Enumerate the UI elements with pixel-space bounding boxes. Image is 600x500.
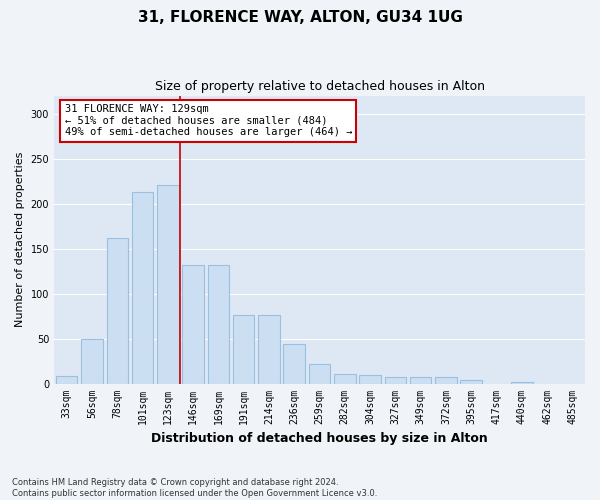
Bar <box>81 340 103 384</box>
Bar <box>107 238 128 384</box>
Bar <box>334 374 356 384</box>
Bar <box>511 382 533 384</box>
Bar <box>157 184 179 384</box>
Text: Contains HM Land Registry data © Crown copyright and database right 2024.
Contai: Contains HM Land Registry data © Crown c… <box>12 478 377 498</box>
Bar <box>132 192 153 384</box>
Text: 31 FLORENCE WAY: 129sqm
← 51% of detached houses are smaller (484)
49% of semi-d: 31 FLORENCE WAY: 129sqm ← 51% of detache… <box>65 104 352 138</box>
Bar <box>410 378 431 384</box>
Bar <box>233 315 254 384</box>
Y-axis label: Number of detached properties: Number of detached properties <box>15 152 25 327</box>
Bar <box>359 376 381 384</box>
Bar <box>182 265 204 384</box>
Bar <box>258 315 280 384</box>
Bar <box>309 364 330 384</box>
Text: 31, FLORENCE WAY, ALTON, GU34 1UG: 31, FLORENCE WAY, ALTON, GU34 1UG <box>137 10 463 25</box>
Bar <box>208 265 229 384</box>
Bar <box>283 344 305 384</box>
Bar <box>385 378 406 384</box>
Bar <box>56 376 77 384</box>
Title: Size of property relative to detached houses in Alton: Size of property relative to detached ho… <box>155 80 485 93</box>
Bar <box>435 378 457 384</box>
Bar <box>460 380 482 384</box>
X-axis label: Distribution of detached houses by size in Alton: Distribution of detached houses by size … <box>151 432 488 445</box>
